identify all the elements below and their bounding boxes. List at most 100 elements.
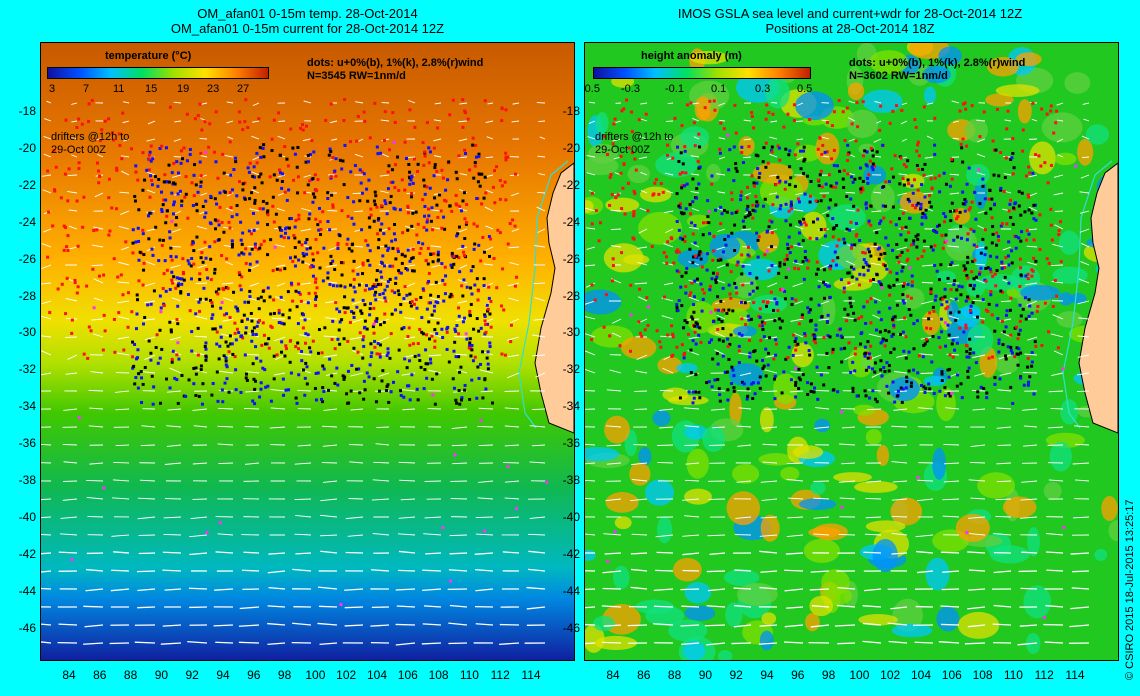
latitude-tick-label: -28 bbox=[18, 288, 36, 303]
right-note-line2: 29-Oct 00Z bbox=[595, 144, 651, 156]
right-note-line1: drifters @12h to bbox=[595, 131, 674, 143]
longitude-tick-label: 114 bbox=[521, 668, 541, 682]
latitude-tick-label: -38 bbox=[562, 473, 580, 487]
latitude-tick-label: -26 bbox=[562, 251, 580, 266]
latitude-tick-label: -28 bbox=[562, 288, 580, 303]
left-map-panel: temperature (°C) 3 7 11 15 19 23 27 dots… bbox=[40, 42, 575, 661]
continental-shelf-contour bbox=[518, 160, 569, 429]
left-info-line1: dots: u+0%(b), 1%(k), 2.8%(r)wind bbox=[307, 57, 484, 69]
sea-level-anomaly-map bbox=[585, 43, 1118, 660]
right-info-line1: dots: u+0%(b), 1%(k), 2.8%(r)wind bbox=[849, 57, 1026, 69]
australia-landmass bbox=[534, 162, 574, 434]
longitude-tick-label: 86 bbox=[93, 668, 107, 682]
longitude-tick-label: 92 bbox=[729, 668, 743, 682]
right-info: dots: u+0%(b), 1%(k), 2.8%(r)wind N=3602… bbox=[849, 57, 1025, 83]
drifter-dots bbox=[46, 98, 549, 607]
height-tick: -0.5 bbox=[584, 83, 600, 95]
left-title: OM_afan01 0-15m temp. 28-Oct-2014 OM_afa… bbox=[40, 6, 575, 36]
latitude-tick-label: -22 bbox=[562, 177, 580, 192]
latitude-tick-label: -36 bbox=[18, 436, 36, 451]
right-info-line2: N=3602 RW=1nm/d bbox=[849, 70, 948, 82]
drifter-dots bbox=[590, 98, 1078, 619]
copyright-stamp: © CSIRO 2015 18-Jul-2015 13:25:17 bbox=[1124, 499, 1136, 680]
longitude-tick-label: 102 bbox=[880, 668, 901, 682]
left-note-line1: drifters @12h to bbox=[51, 131, 130, 143]
latitude-tick-label: -44 bbox=[562, 583, 580, 598]
latitude-tick-label: -20 bbox=[562, 140, 580, 155]
temp-tick: 7 bbox=[83, 83, 90, 95]
continental-shelf-contour bbox=[1062, 160, 1113, 429]
height-anomaly-colorbar bbox=[593, 67, 811, 79]
longitude-tick-label: 86 bbox=[637, 668, 651, 682]
latitude-tick-label: -46 bbox=[562, 620, 580, 635]
height-tick: 0.3 bbox=[755, 83, 771, 95]
longitude-tick-label: 102 bbox=[336, 668, 357, 682]
latitude-tick-label: -42 bbox=[562, 546, 580, 561]
temperature-colorbar bbox=[47, 67, 269, 79]
longitude-tick-label: 94 bbox=[760, 668, 774, 682]
australia-landmass bbox=[1078, 162, 1118, 434]
right-map-panel: height anomaly (m) -0.5 -0.3 -0.1 0.1 0.… bbox=[584, 42, 1119, 661]
latitude-tick-label: -44 bbox=[18, 583, 36, 598]
latitude-tick-label: -34 bbox=[562, 399, 580, 414]
latitude-tick-label: -38 bbox=[18, 473, 36, 487]
longitude-tick-label: 114 bbox=[1065, 668, 1085, 682]
longitude-tick-label: 104 bbox=[910, 668, 932, 682]
temp-tick: 15 bbox=[145, 83, 158, 95]
current-vectors bbox=[585, 100, 1090, 646]
latitude-tick-label: -20 bbox=[18, 140, 36, 155]
latitude-tick-label: -34 bbox=[18, 399, 36, 414]
height-tick: -0.1 bbox=[665, 83, 684, 95]
longitude-tick-label: 90 bbox=[154, 668, 169, 682]
longitude-tick-label: 106 bbox=[941, 668, 962, 682]
longitude-tick-label: 84 bbox=[62, 668, 76, 682]
temp-tick: 11 bbox=[113, 83, 125, 95]
left-info-line2: N=3545 RW=1nm/d bbox=[307, 70, 406, 82]
longitude-tick-label: 88 bbox=[123, 668, 138, 682]
left-title-line1: OM_afan01 0-15m temp. 28-Oct-2014 bbox=[197, 6, 418, 21]
latitude-tick-label: -36 bbox=[562, 436, 580, 451]
longitude-tick-label: 98 bbox=[277, 668, 292, 682]
latitude-tick-label: -30 bbox=[562, 325, 580, 340]
left-note-line2: 29-Oct 00Z bbox=[51, 144, 107, 156]
longitude-tick-label: 112 bbox=[490, 668, 510, 682]
right-title-line1: IMOS GSLA sea level and current+wdr for … bbox=[677, 6, 1023, 21]
right-drifter-note: drifters @12h to 29-Oct 00Z bbox=[595, 131, 673, 157]
latitude-tick-label: -46 bbox=[18, 620, 36, 635]
latitude-tick-label: -40 bbox=[562, 509, 580, 524]
longitude-tick-label: 112 bbox=[1034, 668, 1054, 682]
temperature-map bbox=[41, 43, 574, 660]
temperature-field bbox=[41, 43, 574, 660]
left-drifter-note: drifters @12h to 29-Oct 00Z bbox=[51, 131, 129, 157]
longitude-tick-label: 108 bbox=[428, 668, 449, 682]
latitude-tick-label: -24 bbox=[18, 214, 36, 229]
latitude-tick-label: -18 bbox=[562, 104, 580, 118]
longitude-tick-label: 98 bbox=[821, 668, 836, 682]
left-info: dots: u+0%(b), 1%(k), 2.8%(r)wind N=3545… bbox=[307, 57, 483, 83]
longitude-tick-label: 100 bbox=[305, 668, 326, 682]
right-title-line2: Positions at 28-Oct-2014 18Z bbox=[765, 21, 935, 36]
right-legend-title: height anomaly (m) bbox=[641, 50, 742, 62]
left-title-line2: OM_afan01 0-15m current for 28-Oct-2014 … bbox=[170, 21, 445, 36]
longitude-tick-label: 104 bbox=[366, 668, 388, 682]
latitude-tick-label: -32 bbox=[18, 362, 36, 377]
longitude-tick-label: 110 bbox=[459, 668, 479, 682]
longitude-tick-label: 96 bbox=[247, 668, 261, 682]
height-tick: -0.3 bbox=[621, 83, 640, 95]
longitude-tick-label: 108 bbox=[972, 668, 993, 682]
latitude-tick-label: -30 bbox=[18, 325, 36, 340]
longitude-tick-label: 96 bbox=[791, 668, 805, 682]
latitude-tick-label: -18 bbox=[18, 104, 36, 118]
longitude-tick-label: 92 bbox=[185, 668, 199, 682]
longitude-tick-label: 110 bbox=[1003, 668, 1023, 682]
latitude-tick-label: -24 bbox=[562, 214, 580, 229]
temp-tick: 3 bbox=[49, 83, 56, 95]
current-vectors bbox=[41, 99, 546, 646]
longitude-tick-label: 106 bbox=[397, 668, 418, 682]
left-legend-title: temperature (°C) bbox=[105, 50, 192, 62]
latitude-tick-label: -22 bbox=[18, 177, 36, 192]
latitude-tick-label: -26 bbox=[18, 251, 36, 266]
longitude-tick-label: 90 bbox=[698, 668, 713, 682]
latitude-tick-label: -42 bbox=[18, 546, 36, 561]
right-title: IMOS GSLA sea level and current+wdr for … bbox=[582, 6, 1118, 36]
